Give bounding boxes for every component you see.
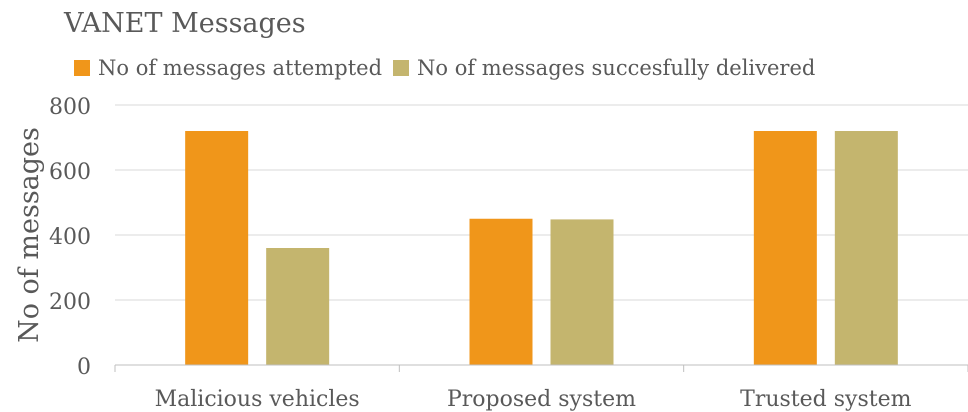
legend-label-attempted: No of messages attempted	[98, 56, 382, 80]
legend: No of messages attempted No of messages …	[74, 56, 815, 80]
bar-attempted-1	[469, 218, 533, 365]
gridlines	[115, 104, 968, 301]
y-tick-label: 400	[49, 225, 91, 250]
chart-title: VANET Messages	[63, 8, 306, 39]
bar-delivered-1	[550, 219, 614, 365]
y-axis-label: No of messages	[14, 127, 45, 343]
x-tick-label: Proposed system	[447, 387, 636, 412]
x-axis	[114, 364, 968, 372]
x-tick-label: Malicious vehicles	[155, 387, 360, 412]
y-tick-label: 600	[49, 160, 91, 185]
bar-attempted-0	[185, 131, 249, 365]
x-tick-label: Trusted system	[740, 387, 911, 412]
y-tick-label: 0	[77, 355, 91, 380]
y-tick-label: 200	[49, 290, 91, 315]
y-tick-label: 800	[49, 95, 91, 120]
bar-delivered-2	[834, 131, 898, 365]
bar-attempted-2	[753, 131, 817, 365]
bars	[185, 131, 898, 365]
legend-swatch-delivered	[393, 60, 409, 76]
y-tick-labels: 0 200 400 600 800	[49, 95, 91, 380]
x-tick-labels: Malicious vehicles Proposed system Trusted…	[155, 387, 912, 412]
bar-delivered-0	[266, 248, 330, 365]
legend-swatch-attempted	[74, 60, 90, 76]
legend-label-delivered: No of messages succesfully delivered	[417, 56, 815, 80]
